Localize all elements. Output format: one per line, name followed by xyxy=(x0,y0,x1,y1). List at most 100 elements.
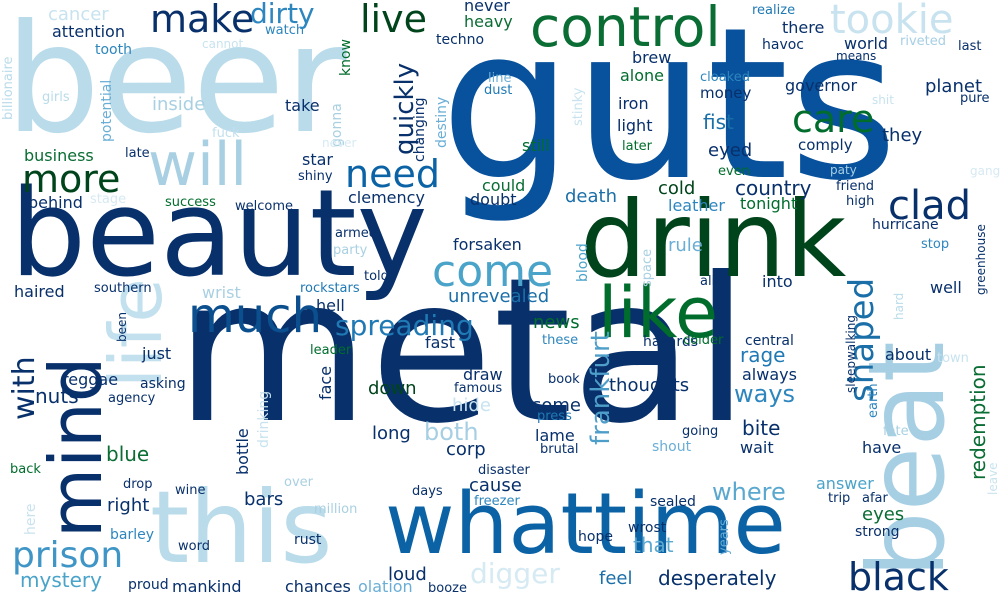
word-feel: feel xyxy=(599,568,633,589)
word-never: never xyxy=(464,0,510,15)
word-million: million xyxy=(314,502,358,517)
word-cloaked: cloaked xyxy=(700,70,750,85)
word-prison: prison xyxy=(12,535,124,576)
word-mankind: mankind xyxy=(172,577,242,596)
word-live: live xyxy=(360,0,427,41)
word-wrost: wrost xyxy=(628,520,667,536)
word-could: could xyxy=(482,176,526,195)
word-heavy: heavy xyxy=(464,12,513,31)
word-sleepwalking: sleepwalking xyxy=(844,315,858,393)
word-bite: bite xyxy=(742,416,781,440)
word-tonight: tonight xyxy=(740,194,798,213)
word-metal: metal xyxy=(175,235,750,468)
word-gang: gang xyxy=(970,164,1000,178)
word-there: there xyxy=(782,18,825,37)
word-stinky: stinky xyxy=(571,87,586,126)
word-hurricane: hurricane xyxy=(872,217,939,233)
word-wrist: wrist xyxy=(202,283,241,302)
word-girls: girls xyxy=(42,90,70,105)
word-going: going xyxy=(682,424,719,439)
word-freezer: freezer xyxy=(474,494,520,509)
word-southern: southern xyxy=(94,281,152,296)
word-greenhouse: greenhouse xyxy=(974,224,988,295)
word-take: take xyxy=(285,96,320,115)
word-fast: fast xyxy=(425,333,456,352)
word-whattime: whattime xyxy=(385,475,786,574)
word-pure: pure xyxy=(960,91,990,106)
word-these: these xyxy=(542,333,579,348)
word-over: over xyxy=(284,475,313,490)
word-tookie: tookie xyxy=(830,0,954,43)
word-digger: digger xyxy=(470,557,560,590)
word-leather: leather xyxy=(668,196,725,215)
word-beer: beer xyxy=(5,0,347,167)
word-been: been xyxy=(115,312,129,342)
word-wine: wine xyxy=(175,483,206,498)
word-havoc: havoc xyxy=(762,37,804,53)
word-shiny: shiny xyxy=(298,169,333,184)
word-ways: ways xyxy=(734,380,796,408)
word-booze: booze xyxy=(428,581,467,596)
word-rust: rust xyxy=(294,532,322,548)
word-riveted: riveted xyxy=(900,34,946,49)
word-told: told xyxy=(364,269,389,284)
word-well: well xyxy=(930,278,962,297)
word-rage: rage xyxy=(740,343,786,367)
word-afar: afar xyxy=(862,491,888,506)
word-earth: earth xyxy=(866,383,881,418)
word-last: last xyxy=(958,39,982,54)
word-always: always xyxy=(742,365,797,384)
word-brutal: brutal xyxy=(540,442,579,457)
word-hope: hope xyxy=(578,529,613,545)
word-long: long xyxy=(372,423,411,444)
word-like: like xyxy=(598,272,719,354)
word-chances: chances xyxy=(285,577,351,596)
word-hide: hide xyxy=(452,395,491,416)
word-corp: corp xyxy=(446,439,486,460)
word-means: means xyxy=(836,49,877,63)
word-stage: stage xyxy=(90,192,127,207)
word-come: come xyxy=(432,246,554,297)
word-space: space xyxy=(640,248,655,287)
word-town: town xyxy=(937,351,969,366)
word-central: central xyxy=(745,333,794,349)
word-bars: bars xyxy=(244,489,284,510)
word-news: news xyxy=(533,312,580,333)
word-forsaken: forsaken xyxy=(453,235,522,254)
word-drink: drink xyxy=(580,179,847,301)
word-both: both xyxy=(424,418,479,446)
word-know: know xyxy=(338,39,354,76)
word-clad: clad xyxy=(888,183,972,229)
word-beauty: beauty xyxy=(10,165,428,304)
word-proud: proud xyxy=(128,577,169,593)
word-comply: comply xyxy=(798,136,853,154)
word-spreading: spreading xyxy=(335,309,474,342)
word-back: back xyxy=(10,462,41,477)
word-success: success xyxy=(165,195,216,210)
word-drop: drop xyxy=(123,477,153,492)
word-draw: draw xyxy=(463,365,503,384)
word-later: later xyxy=(622,139,653,154)
word-doubt: doubt xyxy=(470,190,517,209)
word-have: have xyxy=(862,438,902,457)
word-black: black xyxy=(848,555,949,599)
word-desperately: desperately xyxy=(658,566,777,590)
word-days: days xyxy=(412,484,443,499)
word-changing: changing xyxy=(412,97,428,162)
word-unrevealed: unrevealed xyxy=(448,286,550,307)
word-iron: iron xyxy=(618,94,649,113)
word-face: face xyxy=(316,365,335,400)
word-planet: planet xyxy=(925,76,982,97)
word-barley: barley xyxy=(110,527,155,543)
word-blood: blood xyxy=(575,243,591,282)
word-cold: cold xyxy=(658,178,696,199)
word-rockstars: rockstars xyxy=(300,281,360,296)
word-agency: agency xyxy=(108,391,156,406)
word-will: will xyxy=(148,130,248,200)
word-trip: trip xyxy=(828,491,851,506)
word-even: even xyxy=(718,164,750,179)
word-party: party xyxy=(333,243,368,258)
word-hell: hell xyxy=(316,296,345,315)
word-rule: rule xyxy=(668,235,703,256)
